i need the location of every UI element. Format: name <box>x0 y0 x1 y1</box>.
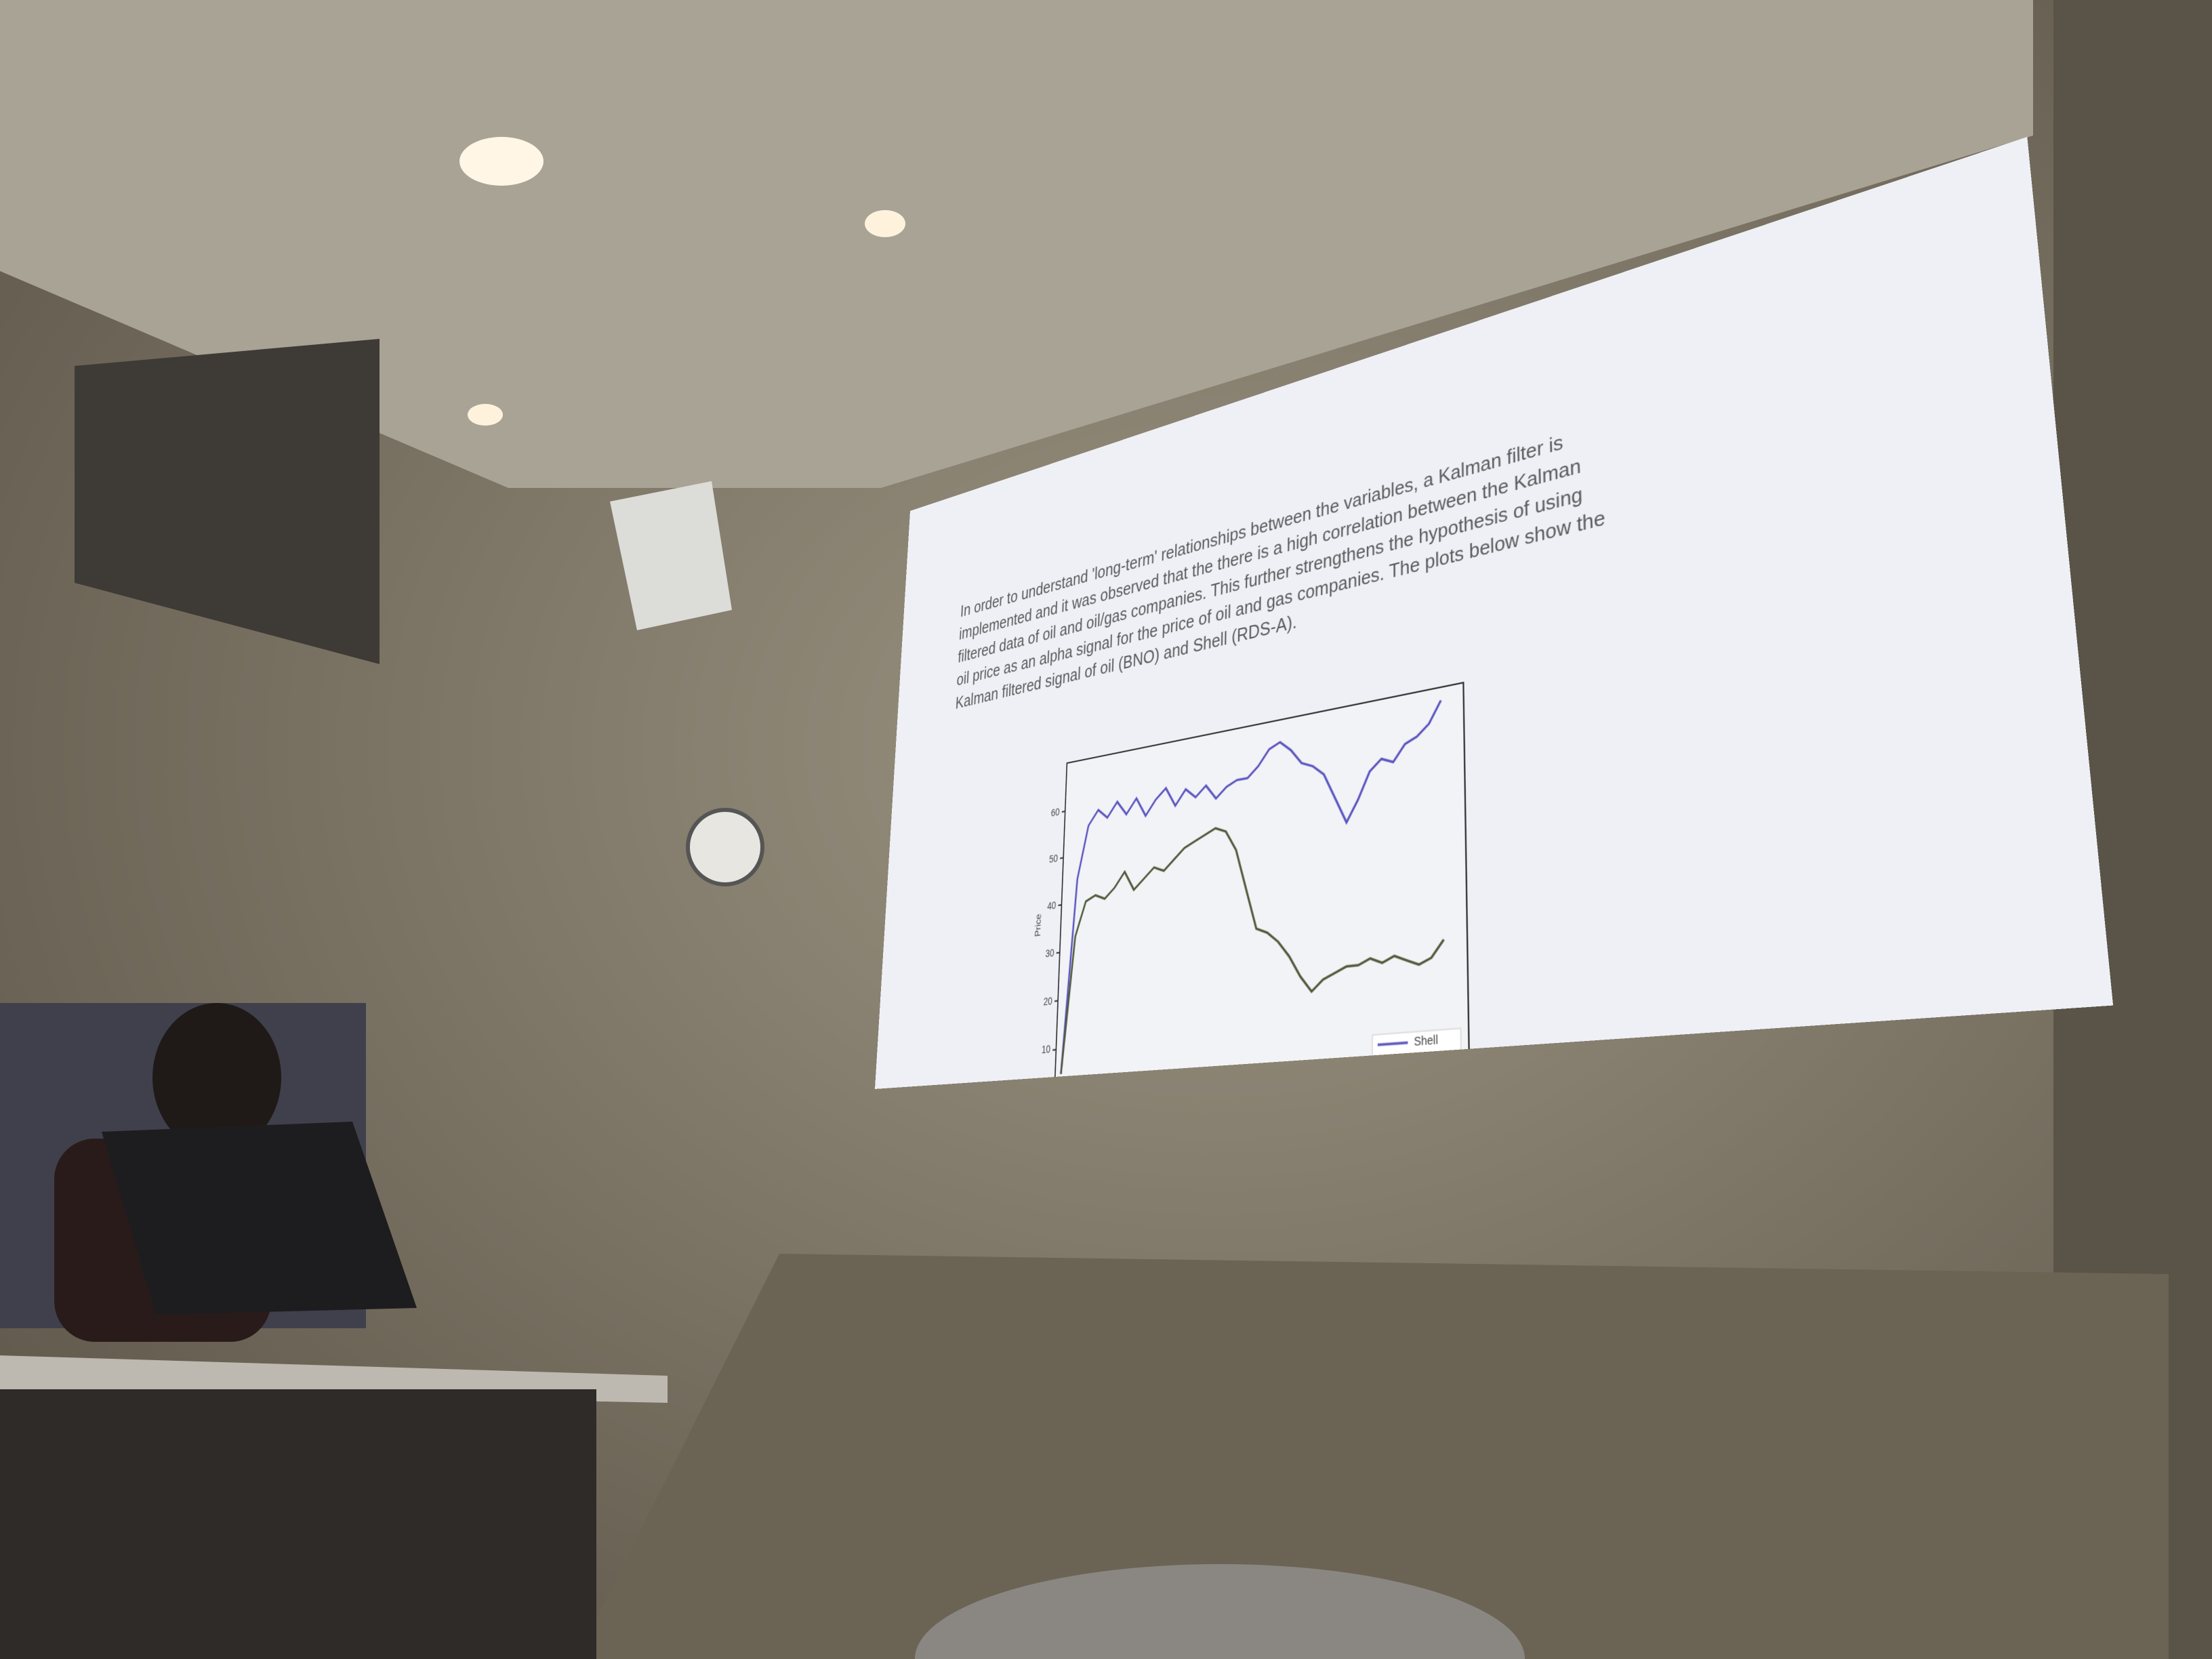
y-tick-label: 20 <box>1043 996 1052 1008</box>
lower-wall <box>576 1254 2169 1659</box>
y-tick-label: 50 <box>1049 853 1059 865</box>
y-tick-label: 60 <box>1050 807 1060 819</box>
ceiling-light <box>459 137 544 186</box>
y-tick <box>1062 811 1065 812</box>
y-tick <box>1054 1001 1058 1002</box>
foreground-head <box>915 1564 1525 1659</box>
y-tick <box>1060 858 1063 859</box>
ceiling <box>0 0 2033 488</box>
y-tick <box>1057 953 1060 954</box>
window <box>75 339 380 664</box>
speaker <box>610 481 732 630</box>
person-head <box>152 1003 281 1152</box>
y-tick-label: 10 <box>1042 1044 1051 1057</box>
desk <box>0 1389 596 1659</box>
projected-slide: In order to understand 'long-term' relat… <box>874 136 2114 1089</box>
wall-clock <box>686 808 764 886</box>
legend-label: Shell <box>1414 1034 1438 1050</box>
y-tick-label: 30 <box>1045 947 1054 960</box>
monitor <box>102 1122 417 1315</box>
y-axis-label: Price <box>1034 913 1044 937</box>
ceiling-light <box>865 210 905 237</box>
ceiling-light <box>468 404 503 426</box>
y-tick-label: 40 <box>1047 900 1057 912</box>
chart: Price 10 20 30 40 50 60 Shell <box>1034 137 2113 1089</box>
